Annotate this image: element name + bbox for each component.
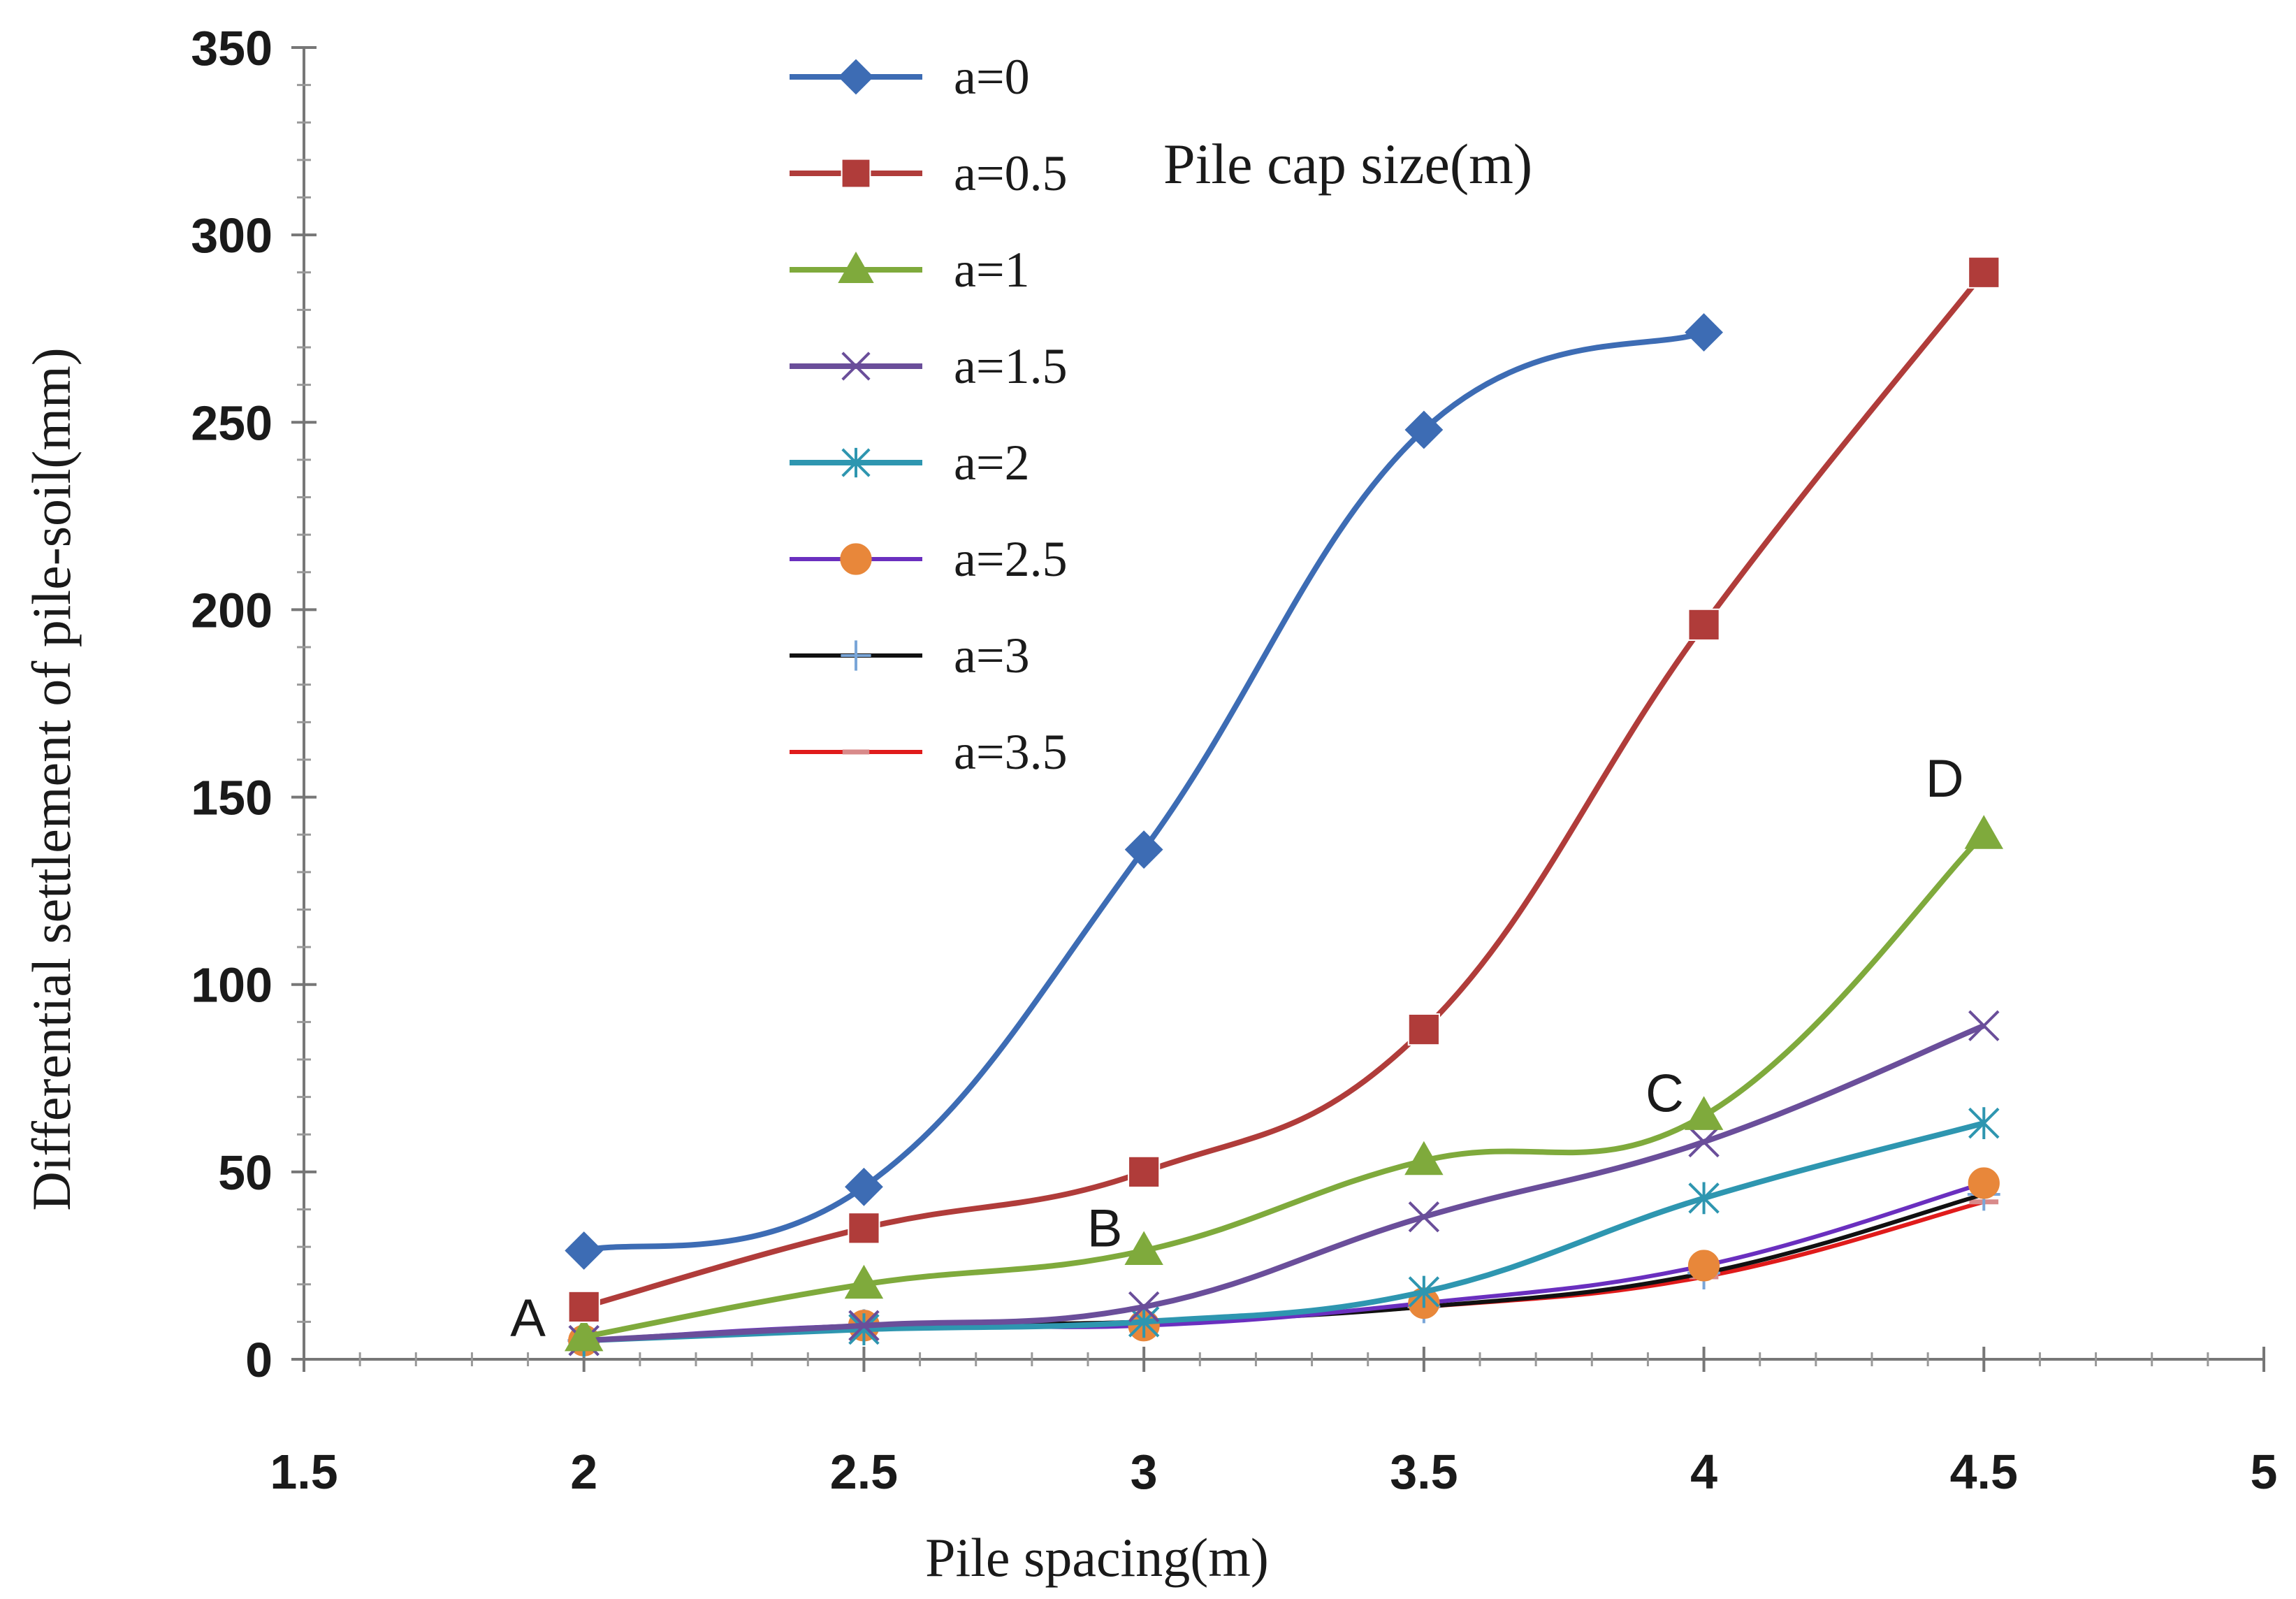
legend-item-a=0.5: a=0.5	[790, 145, 1068, 201]
legend-item-a=1: a=1	[790, 242, 1030, 298]
data-point	[1128, 1291, 1160, 1323]
data-point	[844, 1264, 884, 1299]
y-tick-label: 100	[191, 958, 273, 1013]
data-point	[848, 1310, 880, 1341]
series-line-a=2	[583, 1120, 1985, 1344]
data-point	[845, 1167, 883, 1206]
x-tick-label: 1.5	[270, 1445, 337, 1499]
series-a=0.5	[567, 256, 2000, 1324]
legend-label: a=3	[954, 628, 1030, 683]
series-line-a=1.5	[583, 1023, 1985, 1344]
y-tick-label: 350	[191, 21, 273, 75]
annotations: A B C D	[510, 749, 1963, 1348]
legend-item-a=2.5: a=2.5	[790, 531, 1068, 587]
data-point	[1124, 830, 1163, 869]
y-tick-label: 200	[191, 583, 273, 637]
y-axis-title: Differential settlement of pile-soil(mm)	[21, 347, 82, 1210]
y-tick-label: 250	[191, 396, 273, 450]
data-point	[1687, 1250, 1720, 1282]
data-point	[1128, 1155, 1161, 1188]
data-point	[564, 1317, 604, 1352]
x-tick-label: 5	[2251, 1445, 2278, 1499]
series-line-a=1	[583, 832, 1986, 1340]
x-tick-label: 4	[1690, 1445, 1717, 1499]
data-point	[1404, 1141, 1444, 1175]
data-point	[848, 1313, 880, 1345]
data-point	[1968, 1167, 2000, 1199]
data-point	[1408, 1201, 1440, 1233]
data-point	[1684, 1096, 1724, 1130]
data-point	[565, 1231, 604, 1270]
data-point	[1968, 1107, 2000, 1140]
data-point	[1128, 1305, 1160, 1338]
x-tick-label: 2	[570, 1445, 597, 1499]
y-axis-ticks: 0 50 100 150 200 250 300 350	[191, 21, 317, 1387]
data-point	[1964, 815, 2004, 849]
legend-label: a=1.5	[954, 338, 1068, 394]
x-tick-label: 2.5	[830, 1445, 898, 1499]
legend-label: a=0.5	[954, 145, 1068, 201]
legend: a=0 a=0.5 a=1 a=1.5 a=2 a=2.5 a=3 a=3.5	[790, 49, 1068, 780]
legend-marker	[838, 59, 874, 95]
legend-marker	[841, 640, 871, 671]
legend-label: a=2.5	[954, 531, 1068, 587]
legend-label: a=2	[954, 435, 1030, 491]
series-a=1	[564, 815, 2004, 1352]
annotation-A: A	[510, 1289, 546, 1348]
legend-item-a=2: a=2	[790, 435, 1030, 491]
data-point	[1404, 410, 1444, 449]
data-point	[1687, 608, 1720, 641]
data-point	[1408, 1275, 1440, 1308]
x-axis-title: Pile spacing(m)	[925, 1527, 1269, 1588]
x-tick-label: 4.5	[1950, 1445, 2018, 1499]
legend-marker	[841, 447, 871, 478]
legend-item-a=3.5: a=3.5	[790, 724, 1068, 780]
legend-title: Pile cap size(m)	[1163, 132, 1532, 196]
data-point	[1968, 256, 2000, 289]
x-tick-label: 3	[1131, 1445, 1158, 1499]
data-point	[1685, 313, 1723, 352]
legend-marker	[840, 543, 872, 575]
legend-marker	[841, 158, 871, 189]
legend-marker	[841, 352, 871, 381]
y-tick-label: 50	[218, 1145, 273, 1200]
series-a=1.5	[568, 1010, 2000, 1356]
data-point	[1407, 1013, 1440, 1046]
data-point	[1968, 1010, 2000, 1041]
x-axis-ticks: 1.5 2 2.5 3 3.5 4 4.5 5	[270, 1347, 2277, 1499]
legend-label: a=0	[954, 49, 1030, 105]
annotation-D: D	[1926, 749, 1964, 809]
data-point	[1688, 1182, 1720, 1215]
y-tick-label: 0	[245, 1333, 273, 1387]
y-tick-label: 300	[191, 208, 273, 263]
series-line-a=0.5	[583, 270, 1986, 1310]
series-a=3.5	[569, 1199, 1999, 1343]
legend-label: a=3.5	[954, 724, 1068, 780]
series-line-a=0	[583, 329, 1705, 1254]
legend-item-a=1.5: a=1.5	[790, 338, 1068, 394]
series-a=2	[568, 1107, 2000, 1357]
series-layer	[564, 256, 2004, 1357]
data-point	[567, 1290, 600, 1324]
data-point	[848, 1212, 880, 1245]
legend-item-a=0: a=0	[790, 49, 1030, 105]
data-point	[1124, 1231, 1163, 1265]
legend-label: a=1	[954, 242, 1030, 298]
legend-item-a=3: a=3	[790, 628, 1030, 683]
data-point	[1688, 1126, 1720, 1158]
legend-marker	[838, 251, 874, 283]
series-a=0	[565, 313, 1723, 1270]
annotation-B: B	[1087, 1199, 1123, 1258]
axes: 0 50 100 150 200 250 300 350 1.5 2 2.5 3 3.5 4 4.5 5	[191, 21, 2277, 1499]
x-tick-label: 3.5	[1390, 1445, 1458, 1499]
y-tick-label: 150	[191, 771, 273, 825]
annotation-C: C	[1645, 1064, 1684, 1123]
